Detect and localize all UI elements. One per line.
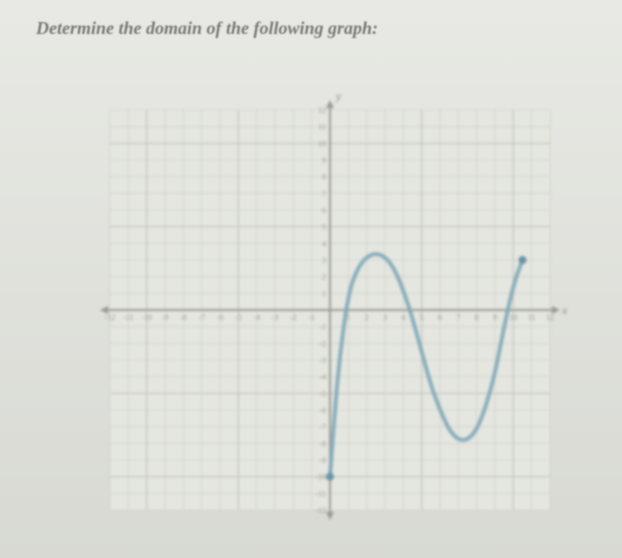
prompt-title: Determine the domain of the following gr… xyxy=(36,18,378,39)
svg-text:-3: -3 xyxy=(319,356,326,365)
svg-text:11: 11 xyxy=(528,313,536,322)
svg-text:-3: -3 xyxy=(272,313,279,322)
svg-text:-4: -4 xyxy=(253,313,260,322)
svg-text:1: 1 xyxy=(322,289,326,298)
svg-text:-10: -10 xyxy=(141,313,152,322)
svg-text:9: 9 xyxy=(322,156,326,165)
svg-text:4: 4 xyxy=(322,239,326,248)
svg-text:-11: -11 xyxy=(316,489,326,498)
svg-text:12: 12 xyxy=(318,106,326,115)
svg-text:-6: -6 xyxy=(319,406,326,415)
svg-text:11: 11 xyxy=(318,123,326,132)
svg-text:10: 10 xyxy=(318,139,326,148)
svg-text:10: 10 xyxy=(509,313,517,322)
svg-text:-2: -2 xyxy=(290,313,297,322)
svg-text:-8: -8 xyxy=(180,313,187,322)
svg-text:6: 6 xyxy=(438,313,442,322)
svg-text:-8: -8 xyxy=(319,439,326,448)
svg-text:-9: -9 xyxy=(162,313,169,322)
svg-text:-1: -1 xyxy=(308,313,315,322)
svg-text:3: 3 xyxy=(383,313,387,322)
svg-text:-10: -10 xyxy=(315,473,326,482)
svg-text:-5: -5 xyxy=(235,313,242,322)
svg-text:8: 8 xyxy=(322,173,326,182)
svg-text:-7: -7 xyxy=(319,423,326,432)
svg-text:x: x xyxy=(561,303,568,317)
svg-text:7: 7 xyxy=(322,189,326,198)
svg-text:-1: -1 xyxy=(319,323,326,332)
svg-text:-4: -4 xyxy=(319,373,326,382)
svg-text:5: 5 xyxy=(322,223,326,232)
svg-text:-2: -2 xyxy=(319,339,326,348)
svg-text:-11: -11 xyxy=(123,313,133,322)
svg-text:4: 4 xyxy=(401,313,405,322)
svg-text:-9: -9 xyxy=(319,456,326,465)
svg-text:-6: -6 xyxy=(217,313,224,322)
svg-text:9: 9 xyxy=(493,313,497,322)
svg-text:y: y xyxy=(335,90,342,103)
svg-text:2: 2 xyxy=(365,313,369,322)
domain-chart: -12-11-10-9-8-7-6-5-4-3-2-11234567891011… xyxy=(90,90,570,530)
svg-text:8: 8 xyxy=(475,313,479,322)
svg-text:2: 2 xyxy=(322,273,326,282)
svg-text:7: 7 xyxy=(456,313,460,322)
svg-text:-12: -12 xyxy=(105,313,116,322)
svg-text:6: 6 xyxy=(322,206,326,215)
svg-text:5: 5 xyxy=(420,313,424,322)
svg-text:-12: -12 xyxy=(315,506,326,515)
svg-text:3: 3 xyxy=(322,256,326,265)
svg-text:12: 12 xyxy=(546,313,554,322)
svg-text:-7: -7 xyxy=(198,313,205,322)
svg-text:-5: -5 xyxy=(319,389,326,398)
